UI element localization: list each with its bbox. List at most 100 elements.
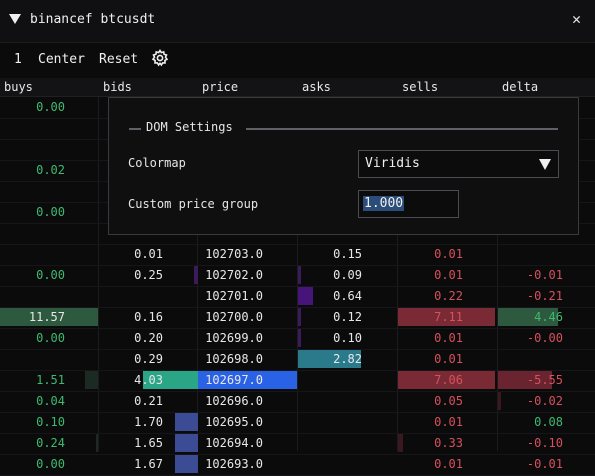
volume-bar xyxy=(298,350,361,368)
volume-bar xyxy=(398,308,495,326)
chevron-down-icon xyxy=(539,159,551,170)
volume-bar xyxy=(398,434,403,452)
table-row: 0.00 0.20 102699.0 0.10 0.01 -0.00 xyxy=(0,328,595,350)
step-value[interactable]: 1 xyxy=(14,52,22,67)
legend-line-left xyxy=(129,128,141,130)
table-row: 0.24 1.65 102694.0 0.33 -0.10 xyxy=(0,433,595,455)
price-cell: 102702.0 xyxy=(205,268,263,282)
table-row: 0.01 102703.0 0.15 0.01 xyxy=(0,244,595,266)
sells-cell: 0.33 xyxy=(434,436,463,450)
reset-button[interactable]: Reset xyxy=(99,52,139,67)
volume-bar xyxy=(175,413,198,431)
price-cell: 102699.0 xyxy=(205,331,263,345)
column-divider xyxy=(98,97,99,451)
delta-cell: -0.02 xyxy=(526,394,563,408)
table-row: 0.00 0.25 102702.0 0.09 0.01 -0.01 xyxy=(0,265,595,287)
column-divider xyxy=(297,97,298,451)
bids-cell: 0.25 xyxy=(134,268,163,282)
volume-bar xyxy=(298,287,313,305)
delta-cell: -0.01 xyxy=(526,268,563,282)
col-delta[interactable]: delta xyxy=(502,80,539,94)
buys-cell xyxy=(0,244,65,264)
volume-bar xyxy=(298,329,301,347)
volume-bar xyxy=(194,266,198,284)
sells-cell: 0.05 xyxy=(434,394,463,408)
bids-cell: 0.29 xyxy=(134,352,163,366)
delta-cell xyxy=(498,244,563,264)
asks-cell xyxy=(298,391,362,411)
volume-bar xyxy=(498,371,552,389)
sells-cell: 0.01 xyxy=(434,268,463,282)
delta-cell: -0.10 xyxy=(526,436,563,450)
table-row: 0.10 1.70 102695.0 0.01 0.08 xyxy=(0,412,595,434)
buys-cell xyxy=(0,139,65,159)
delta-cell: -0.00 xyxy=(526,331,563,345)
price-cell: 102697.0 xyxy=(205,373,263,387)
buys-cell: 11.57 xyxy=(28,310,65,324)
price-cell: 102703.0 xyxy=(205,247,263,261)
collapse-triangle-icon[interactable] xyxy=(9,14,21,24)
buys-cell: 0.00 xyxy=(36,205,65,219)
table-row: 11.57 0.16 102700.0 0.12 7.11 4.46 xyxy=(0,307,595,329)
sells-cell: 0.01 xyxy=(434,415,463,429)
price-cell: 102696.0 xyxy=(205,394,263,408)
asks-cell: 2.82 xyxy=(333,352,362,366)
sells-cell: 0.01 xyxy=(434,352,463,366)
colormap-value: Viridis xyxy=(365,156,420,171)
volume-bar xyxy=(498,308,558,326)
col-sells[interactable]: sells xyxy=(402,80,439,94)
buys-cell xyxy=(0,181,65,201)
sells-cell: 7.11 xyxy=(434,310,463,324)
sells-cell: 0.01 xyxy=(434,247,463,261)
bids-cell: 0.20 xyxy=(134,331,163,345)
price-cell: 102693.0 xyxy=(205,457,263,471)
buys-cell xyxy=(0,118,65,138)
price-cell: 102698.0 xyxy=(205,352,263,366)
table-row: 0.04 0.21 102696.0 0.05 -0.02 xyxy=(0,391,595,413)
buys-cell: 0.04 xyxy=(36,394,65,408)
price-cell: 102695.0 xyxy=(205,415,263,429)
bids-cell xyxy=(99,286,163,306)
column-divider xyxy=(497,97,498,451)
col-asks[interactable]: asks xyxy=(302,80,331,94)
asks-cell xyxy=(298,370,362,390)
dom-settings-modal: DOM Settings Colormap Viridis Custom pri… xyxy=(108,97,579,235)
buys-cell: 0.00 xyxy=(36,457,65,471)
volume-bar xyxy=(298,266,301,284)
gear-icon[interactable] xyxy=(150,48,170,68)
asks-cell: 0.09 xyxy=(333,268,362,282)
buys-cell: 1.51 xyxy=(36,373,65,387)
sells-cell: 0.01 xyxy=(434,331,463,345)
center-button[interactable]: Center xyxy=(38,52,85,67)
volume-bar xyxy=(85,371,98,389)
volume-bar xyxy=(143,371,198,389)
legend-line-right xyxy=(246,128,558,130)
window-title: binancef btcusdt xyxy=(30,12,156,27)
bids-cell: 1.65 xyxy=(134,436,163,450)
col-price[interactable]: price xyxy=(202,80,239,94)
delta-cell xyxy=(498,349,563,369)
price-cell: 102694.0 xyxy=(205,436,263,450)
col-bids[interactable]: bids xyxy=(103,80,132,94)
close-icon[interactable]: ✕ xyxy=(572,10,582,28)
volume-bar xyxy=(298,308,301,326)
bids-cell: 1.67 xyxy=(134,457,163,471)
colormap-select[interactable]: Viridis xyxy=(358,150,559,178)
asks-cell xyxy=(298,433,362,453)
volume-bar xyxy=(398,371,495,389)
buys-cell: 0.00 xyxy=(36,268,65,282)
table-row: 102701.0 0.64 0.22 -0.21 xyxy=(0,286,595,308)
volume-bar xyxy=(175,455,198,473)
col-buys[interactable]: buys xyxy=(4,80,33,94)
column-header-row: buys bids price asks sells delta xyxy=(0,78,595,97)
table-row: 1.51 4.03 102697.0 7.06 -5.55 xyxy=(0,370,595,392)
sells-cell: 0.22 xyxy=(434,289,463,303)
buys-cell: 0.00 xyxy=(36,100,65,114)
buys-cell: 0.00 xyxy=(36,331,65,345)
asks-cell: 0.64 xyxy=(333,289,362,303)
price-cell: 102701.0 xyxy=(205,289,263,303)
price-group-input[interactable]: 1.000 xyxy=(358,190,459,218)
sells-cell: 7.06 xyxy=(434,373,463,387)
buys-cell xyxy=(0,286,65,306)
bids-cell: 0.01 xyxy=(134,247,163,261)
